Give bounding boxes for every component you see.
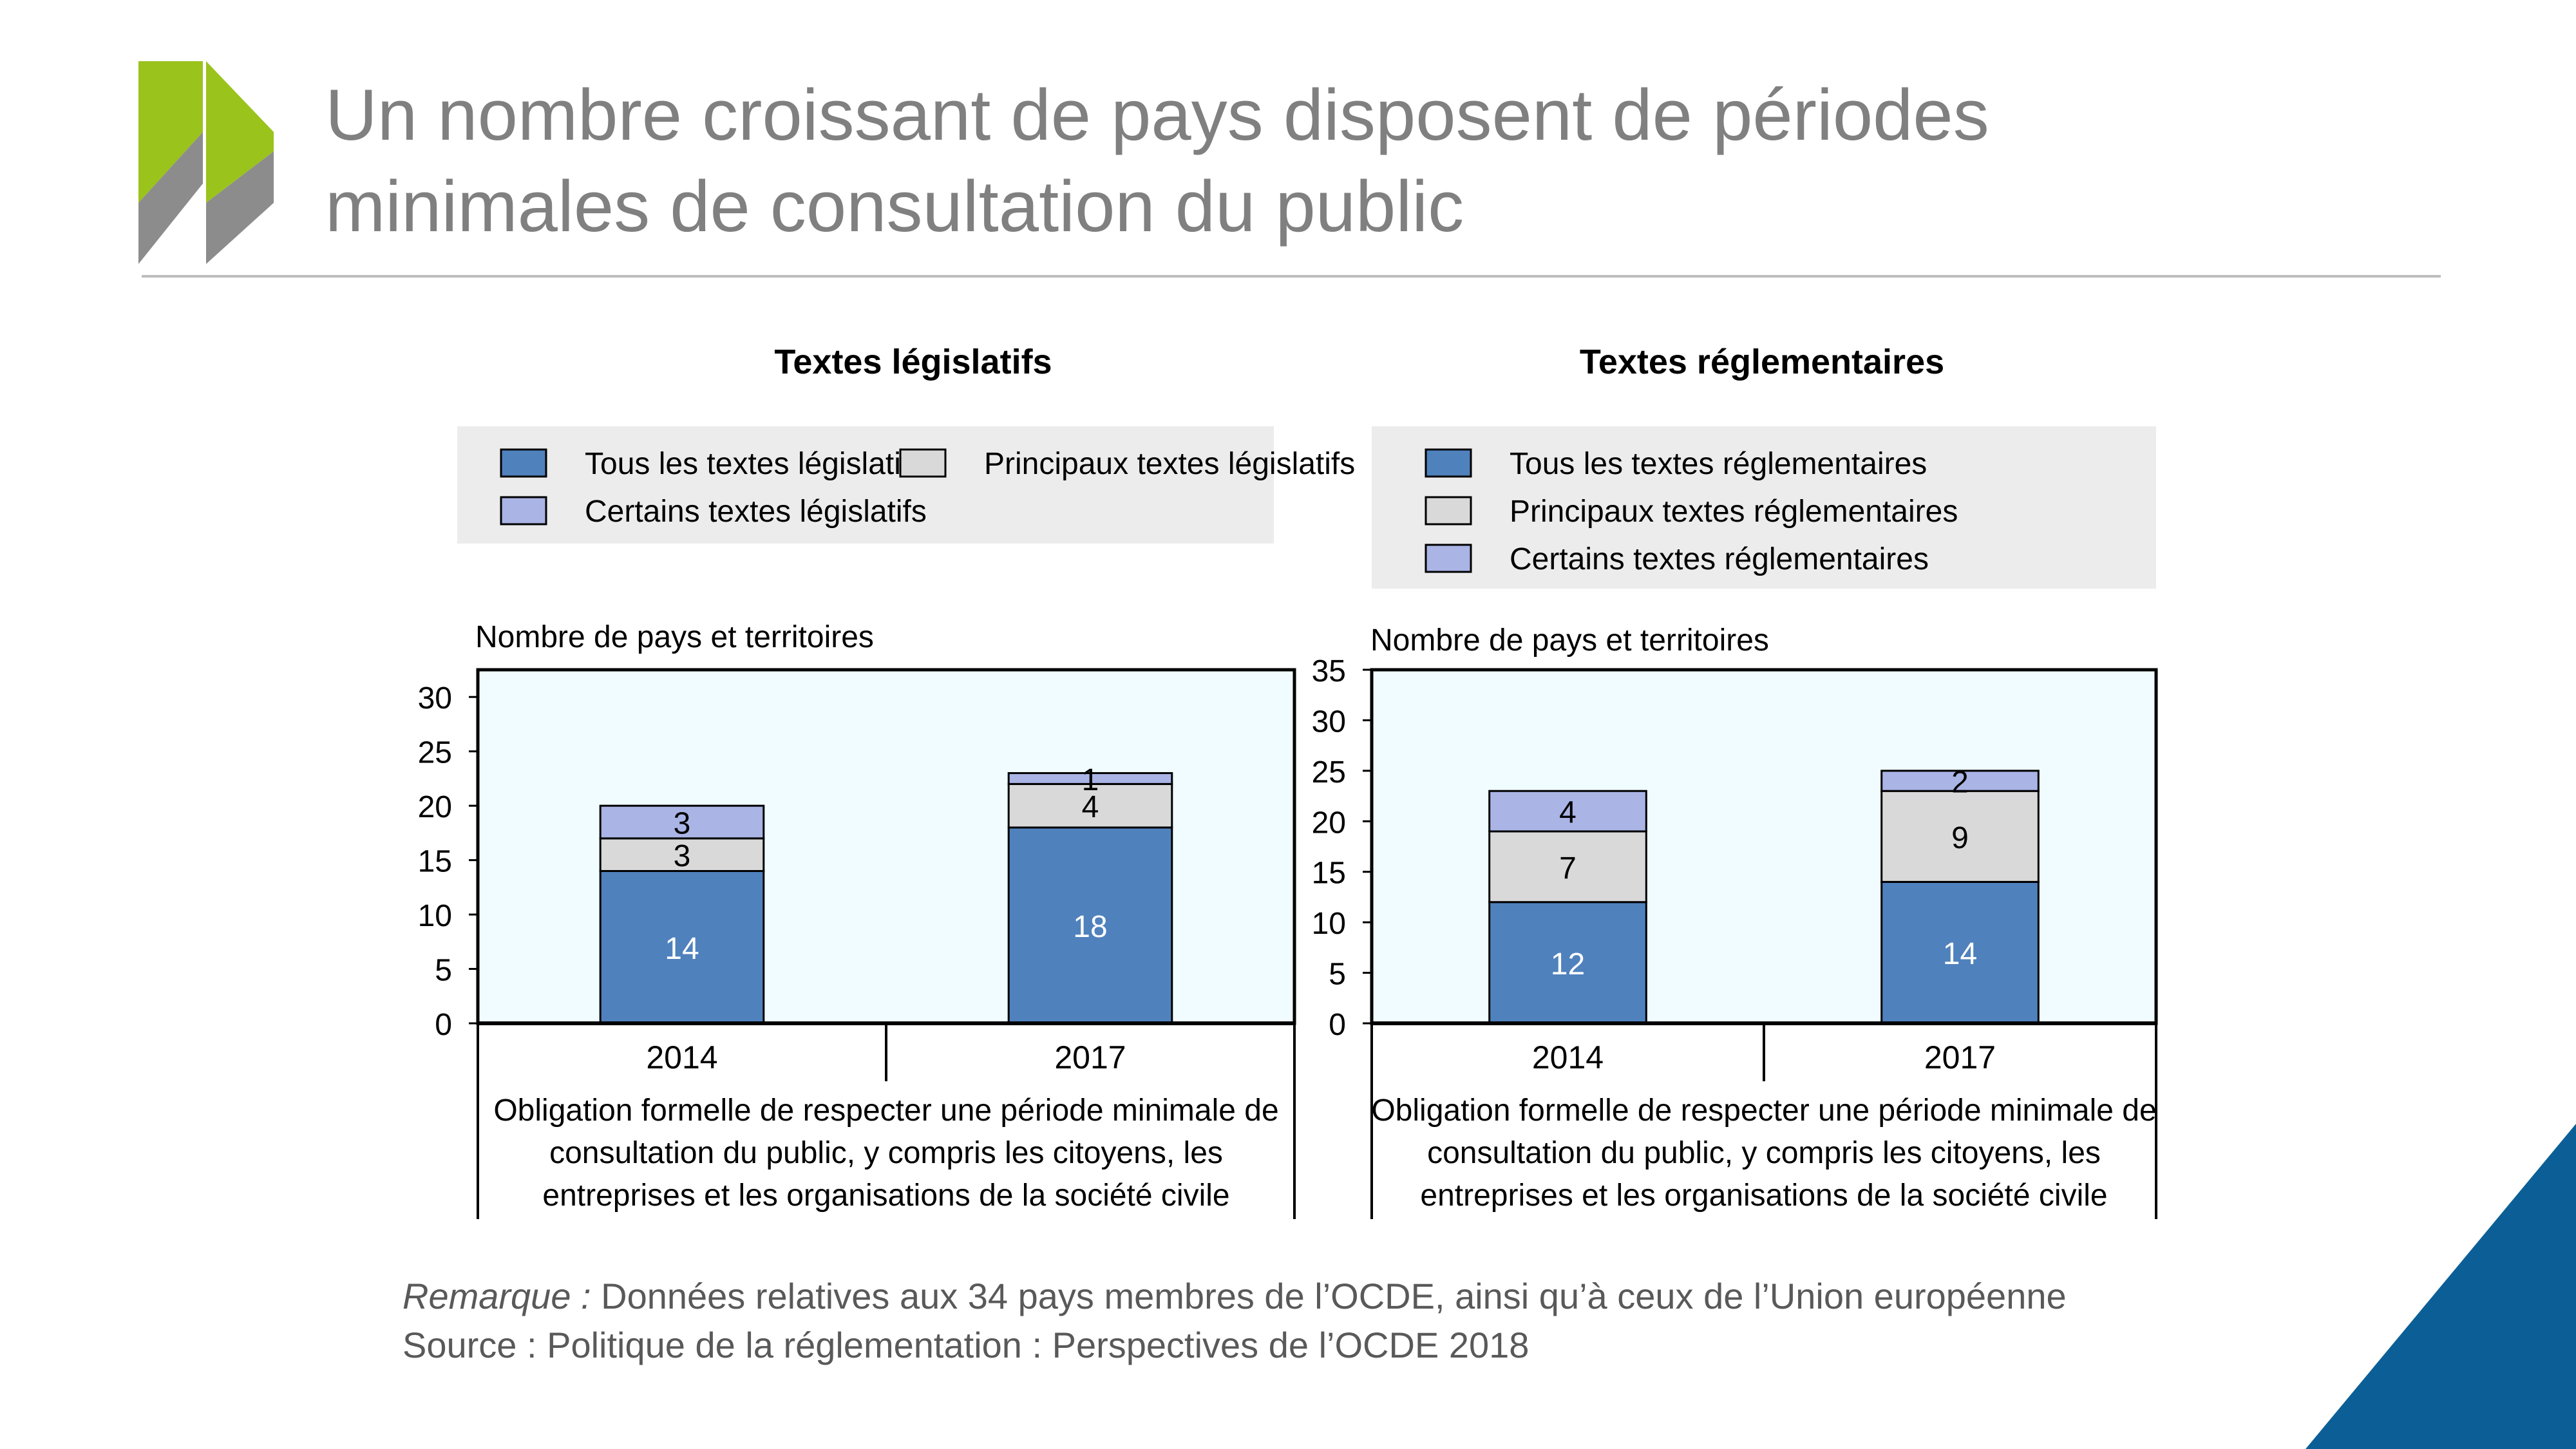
y-axis-label: Nombre de pays et territoires [475,620,874,654]
y-tick-label: 20 [418,790,452,824]
x-axis-group-label: Obligation formelle de respecter une pér… [1371,1094,2156,1128]
y-tick-label: 20 [1312,806,1346,840]
x-axis-group-label: entreprises et les organisations de la s… [1420,1179,2107,1213]
remark-line: Remarque : Données relatives aux 34 pays… [402,1272,2067,1321]
bar-value-label: 1 [1082,763,1099,797]
legend-label: Tous les textes législatifs [585,447,925,481]
x-axis-group-label: entreprises et les organisations de la s… [542,1179,1229,1213]
y-tick-label: 15 [418,845,452,879]
bar-value-label: 4 [1559,796,1577,830]
bar-segment [1880,790,2040,883]
y-tick-label: 30 [1312,705,1346,739]
y-tick-label: 35 [1312,654,1346,688]
logo-chevron-grey-2 [206,151,274,264]
bar-value-label: 12 [1551,947,1585,981]
chart-panel-2: Textes réglementaires Tous les textes rég… [1312,343,2158,1219]
legend-swatch [500,496,547,526]
legend-label: Certains textes législatifs [585,495,927,529]
bar-segment [1007,826,1173,1025]
y-tick-label: 5 [435,954,452,988]
page-title: Un nombre croissant de pays disposent de… [325,75,1989,247]
chart-title: Textes réglementaires [1580,343,1944,381]
legend-swatch [1425,448,1472,478]
bar-value-label: 3 [674,806,691,840]
bar-value-label: 9 [1951,821,1969,855]
bar-value-label: 18 [1073,910,1107,944]
y-tick-label: 25 [1312,755,1346,790]
chart-panel-1: Textes législatifs Tous les textes législ… [418,343,1355,1219]
legend-label: Principaux textes législatifs [984,447,1355,481]
legend-label: Certains textes réglementaires [1510,542,1929,576]
bar-value-label: 7 [1559,851,1577,886]
x-tick-label: 2014 [1532,1039,1604,1075]
bar-segment [1488,830,1647,904]
bar-segment [599,804,765,840]
legend-swatch [500,448,547,478]
logo-chevron-green-1 [138,61,203,203]
bar-value-label: 14 [1943,937,1977,971]
y-tick-label: 10 [1312,907,1346,941]
y-tick-label: 0 [1329,1008,1346,1042]
x-axis-group-label: consultation du public, y compris les ci… [1427,1136,2101,1170]
corner-triangle [2306,1124,2576,1449]
y-axis-label: Nombre de pays et territoires [1370,623,1769,658]
title-divider [142,275,2441,278]
bar-segment [1007,772,1173,785]
y-tick-label: 10 [418,899,452,933]
x-tick-label: 2014 [646,1039,717,1075]
bar-value-label: 14 [665,932,699,966]
source-line: Source : Politique de la réglementation … [402,1325,1530,1365]
x-axis-group-label: Obligation formelle de respecter une pér… [493,1094,1278,1128]
bar-value-label: 2 [1951,766,1969,800]
y-tick-label: 25 [418,736,452,770]
x-tick-label: 2017 [1054,1039,1126,1075]
legend-swatch [1425,496,1472,526]
bar-segment [599,870,765,1025]
x-tick-label: 2017 [1924,1039,1996,1075]
bar-value-label: 3 [674,839,691,873]
legend-box [457,426,1274,544]
y-tick-label: 5 [1329,958,1346,992]
y-tick-label: 0 [435,1008,452,1042]
bar-value-label: 4 [1082,790,1099,824]
x-axis-group-label: consultation du public, y compris les ci… [549,1136,1223,1170]
oecd-logo [138,61,274,264]
logo-chevron-grey-1 [138,132,203,264]
remark-text: Données relatives aux 34 pays membres de… [591,1276,2067,1316]
remark-label: Remarque : [402,1276,591,1316]
notes: Remarque : Données relatives aux 34 pays… [402,1272,2067,1370]
legend-swatch [899,448,947,478]
logo-chevron-green-2 [206,61,274,203]
legend-box [1372,426,2156,589]
legend-label: Tous les textes réglementaires [1510,447,1927,481]
chart-title: Textes législatifs [774,343,1052,381]
y-tick-label: 30 [418,681,452,715]
bar-segment [1880,880,2040,1025]
y-tick-label: 15 [1312,857,1346,891]
bar-segment [1488,790,1647,833]
bar-segment [599,837,765,873]
bar-segment [1880,770,2040,792]
legend-label: Principaux textes réglementaires [1510,495,1958,529]
legend-swatch [1425,544,1472,573]
